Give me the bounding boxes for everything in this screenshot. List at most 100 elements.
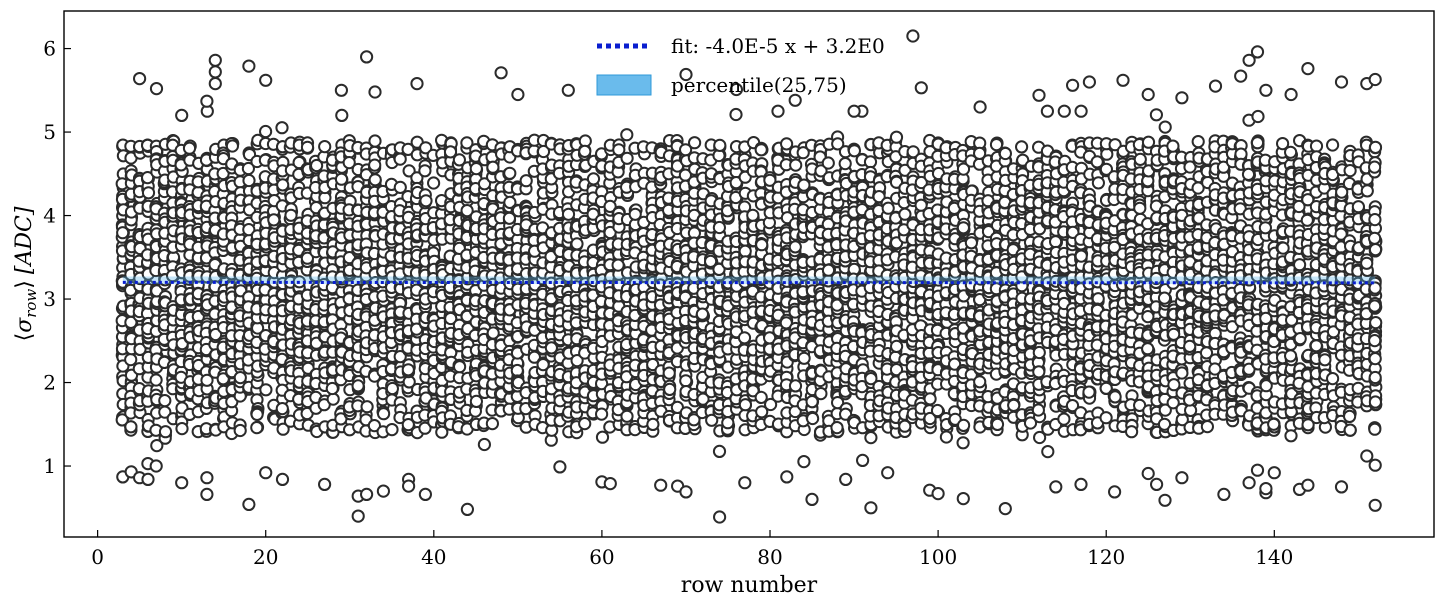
data-point bbox=[419, 194, 433, 208]
data-point bbox=[150, 439, 164, 453]
data-point bbox=[182, 141, 197, 155]
data-point bbox=[746, 208, 760, 222]
data-point bbox=[401, 363, 415, 377]
data-point bbox=[477, 437, 491, 452]
data-point bbox=[242, 173, 256, 188]
data-point bbox=[620, 409, 634, 423]
data-point bbox=[275, 121, 289, 135]
data-point bbox=[721, 416, 735, 430]
data-point bbox=[821, 156, 835, 170]
data-point bbox=[250, 421, 264, 435]
data-point bbox=[729, 107, 743, 122]
data-point bbox=[863, 155, 878, 169]
data-point bbox=[688, 136, 702, 150]
data-point bbox=[595, 430, 610, 444]
data-point bbox=[225, 139, 239, 153]
data-point bbox=[360, 400, 374, 414]
data-point bbox=[503, 166, 517, 180]
data-point bbox=[326, 392, 340, 406]
data-point bbox=[890, 339, 904, 353]
data-point bbox=[695, 307, 710, 321]
data-point bbox=[881, 201, 895, 215]
data-point bbox=[561, 207, 576, 221]
data-point bbox=[611, 258, 625, 272]
data-point bbox=[377, 407, 391, 421]
data-point bbox=[300, 140, 315, 154]
data-point bbox=[570, 237, 584, 251]
data-point bbox=[595, 407, 609, 421]
data-point bbox=[737, 331, 752, 345]
data-point bbox=[259, 124, 273, 139]
data-point bbox=[275, 402, 289, 416]
data-point bbox=[486, 160, 500, 174]
data-point bbox=[133, 342, 147, 356]
data-point bbox=[351, 379, 365, 393]
data-point bbox=[175, 422, 189, 436]
data-point bbox=[158, 394, 172, 408]
data-point bbox=[838, 157, 852, 171]
data-point bbox=[453, 360, 467, 374]
data-point bbox=[116, 226, 130, 240]
data-point bbox=[334, 172, 349, 186]
data-point bbox=[485, 417, 499, 431]
data-point bbox=[259, 383, 273, 397]
data-point bbox=[788, 240, 802, 254]
data-point bbox=[233, 423, 247, 438]
data-point bbox=[209, 327, 223, 342]
data-point bbox=[149, 459, 163, 473]
data-point bbox=[393, 152, 407, 166]
data-point bbox=[864, 431, 878, 445]
data-point bbox=[141, 186, 156, 200]
data-point bbox=[771, 104, 785, 118]
data-point bbox=[233, 371, 247, 385]
data-point bbox=[679, 374, 693, 388]
data-point bbox=[267, 213, 281, 227]
data-point bbox=[242, 223, 256, 237]
data-point bbox=[158, 425, 173, 439]
data-point bbox=[427, 176, 441, 190]
data-point bbox=[368, 134, 382, 148]
data-point bbox=[469, 394, 483, 408]
data-point bbox=[368, 173, 382, 187]
data-point bbox=[141, 171, 155, 185]
data-point bbox=[712, 444, 727, 458]
data-point bbox=[469, 162, 483, 176]
data-point bbox=[158, 405, 172, 419]
data-point bbox=[578, 144, 592, 158]
data-point bbox=[797, 455, 811, 469]
data-point bbox=[830, 421, 844, 435]
data-point bbox=[418, 164, 432, 178]
data-point bbox=[754, 143, 768, 157]
data-point bbox=[124, 353, 138, 367]
data-point bbox=[124, 420, 138, 434]
data-point bbox=[712, 220, 727, 235]
data-point bbox=[385, 423, 399, 437]
data-point bbox=[662, 366, 676, 380]
data-point bbox=[620, 128, 634, 142]
data-point bbox=[276, 178, 290, 192]
data-point bbox=[788, 379, 803, 393]
data-point bbox=[586, 172, 601, 186]
data-point bbox=[713, 138, 727, 152]
data-point bbox=[368, 158, 382, 172]
data-point bbox=[755, 238, 769, 252]
data-point bbox=[519, 174, 533, 188]
data-point bbox=[738, 244, 752, 258]
data-point bbox=[738, 398, 753, 412]
data-points bbox=[115, 29, 1383, 524]
data-point bbox=[663, 382, 677, 396]
data-point bbox=[325, 381, 339, 396]
data-point bbox=[889, 130, 904, 144]
data-point bbox=[200, 373, 214, 387]
data-point bbox=[115, 413, 129, 427]
data-point bbox=[646, 417, 660, 431]
data-point bbox=[789, 158, 803, 172]
data-point bbox=[620, 151, 634, 165]
data-point bbox=[578, 417, 592, 431]
data-point bbox=[806, 411, 820, 426]
data-point bbox=[814, 387, 828, 401]
data-point bbox=[797, 351, 811, 365]
data-point bbox=[318, 140, 332, 154]
data-point bbox=[250, 407, 264, 421]
